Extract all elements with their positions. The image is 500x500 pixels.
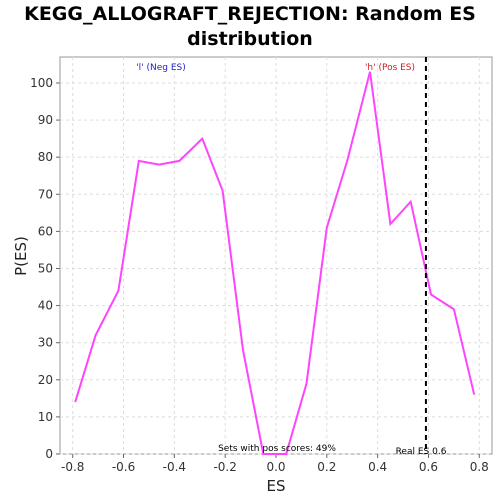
real-es-value-label: Real ES 0.6 — [396, 447, 447, 457]
y-tick-label: 40 — [38, 299, 53, 313]
sets-pos-scores-label: Sets with pos scores: 49% — [218, 444, 336, 454]
y-tick-label: 70 — [38, 187, 53, 201]
x-tick-label: -0.8 — [61, 460, 84, 474]
y-tick-label: 100 — [30, 76, 53, 90]
y-axis-label: P(ES) — [12, 236, 30, 276]
neg-es-label: 'l' (Neg ES) — [136, 63, 186, 73]
x-tick-label: -0.6 — [112, 460, 135, 474]
x-tick-label: 0.0 — [266, 460, 285, 474]
x-tick-label: 0.4 — [368, 460, 387, 474]
y-tick-label: 0 — [45, 447, 53, 461]
x-tick-label: 0.8 — [470, 460, 489, 474]
y-tick-label: 10 — [38, 410, 53, 424]
y-tick-label: 80 — [38, 150, 53, 164]
y-tick-label: 90 — [38, 113, 53, 127]
y-tick-label: 20 — [38, 373, 53, 387]
x-tick-label: 0.2 — [317, 460, 336, 474]
series-line — [74, 71, 476, 455]
y-tick-label: 60 — [38, 224, 53, 238]
x-axis-ticks: -0.8 -0.6 -0.4 -0.2 0.0 0.2 0.4 0.6 0.8 — [61, 454, 489, 474]
chart-title-line2: distribution — [187, 28, 313, 50]
chart-title: KEGG_ALLOGRAFT_REJECTION: Random ES dist… — [0, 2, 500, 52]
pos-es-label: 'h' (Pos ES) — [365, 63, 415, 73]
y-tick-label: 50 — [38, 261, 53, 275]
y-tick-label: 30 — [38, 336, 53, 350]
chart-title-line1: KEGG_ALLOGRAFT_REJECTION: Random ES — [24, 3, 476, 25]
x-tick-label: -0.2 — [213, 460, 236, 474]
y-axis-ticks: 0 10 20 30 40 50 60 70 80 90 100 — [30, 76, 60, 461]
x-axis-label: ES — [267, 477, 286, 495]
x-tick-label: -0.4 — [163, 460, 186, 474]
x-tick-label: 0.6 — [419, 460, 438, 474]
